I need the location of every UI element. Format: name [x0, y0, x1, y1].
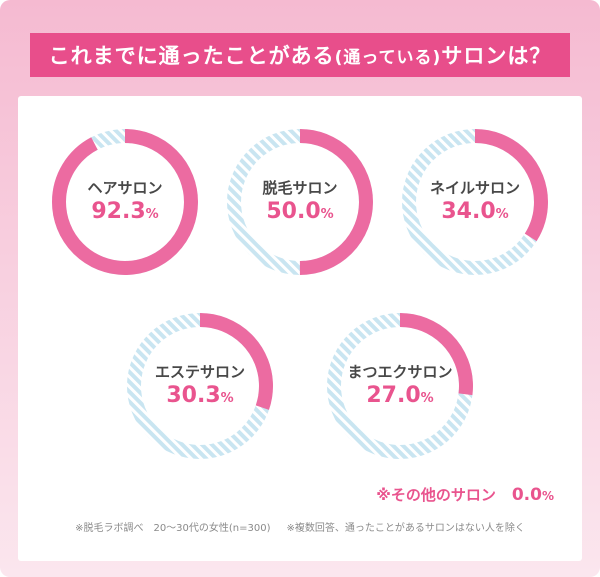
donut-value-number: 34.0	[441, 198, 496, 224]
donut-chart-hair-salon: ヘアサロン 92.3%	[45, 122, 205, 282]
donut-center: エステサロン 30.3%	[120, 306, 280, 466]
donut-center: まつエクサロン 27.0%	[320, 306, 480, 466]
other-salon-value-number: 0.0	[511, 485, 542, 505]
donut-chart-matsueku-salon: まつエクサロン 27.0%	[320, 306, 480, 466]
donut-center: ヘアサロン 92.3%	[45, 122, 205, 282]
donut-value: 27.0%	[366, 382, 433, 410]
donut-label: エステサロン	[154, 362, 245, 381]
donut-value: 50.0%	[266, 198, 333, 226]
title-text-main: これまでに通ったことがある	[48, 44, 335, 68]
donut-label: ネイルサロン	[429, 178, 520, 197]
donut-row-top: ヘアサロン 92.3% 脱毛サロン 50.0% ネイルサロン 34.0%	[30, 122, 570, 282]
donut-row-bottom: エステサロン 30.3% まつエクサロン 27.0%	[30, 306, 570, 466]
donut-value: 92.3%	[91, 198, 158, 226]
footnote: ※脱毛ラボ調べ 20～30代の女性(n=300) ※複数回答、通ったことがあるサロ…	[30, 519, 570, 534]
title-text-tail: サロンは？	[441, 44, 552, 68]
other-salon-note: ※その他のサロン 0.0%	[30, 484, 570, 505]
results-card: ヘアサロン 92.3% 脱毛サロン 50.0% ネイルサロン 34.0%	[18, 96, 582, 561]
other-salon-value: 0.0%	[512, 485, 554, 505]
donut-chart-datsumo-salon: 脱毛サロン 50.0%	[220, 122, 380, 282]
donut-value-number: 30.3	[166, 382, 221, 408]
donut-value-unit: %	[220, 390, 234, 406]
title-banner: これまでに通ったことがある (通っている) サロンは？	[30, 33, 570, 77]
other-salon-value-unit: %	[541, 489, 554, 503]
donut-value-number: 27.0	[366, 382, 421, 408]
footnote-source: ※脱毛ラボ調べ 20～30代の女性(n=300)	[75, 523, 271, 534]
donut-ring-svg	[227, 129, 373, 275]
donut-value-unit: %	[145, 206, 159, 222]
donut-value-unit: %	[320, 206, 334, 222]
donut-value-number: 92.3	[91, 198, 146, 224]
donut-chart-nail-salon: ネイルサロン 34.0%	[395, 122, 555, 282]
donut-ring-svg	[402, 129, 548, 275]
donut-label: まつエクサロン	[347, 362, 453, 381]
donut-ring-svg	[127, 313, 273, 459]
donut-center: 脱毛サロン 50.0%	[220, 122, 380, 282]
title-text-paren: (通っている)	[334, 47, 442, 68]
donut-ring-svg	[52, 129, 198, 275]
donut-value-unit: %	[420, 390, 434, 406]
donut-label: ヘアサロン	[87, 178, 163, 197]
donut-value-number: 50.0	[266, 198, 321, 224]
footnote-condition: ※複数回答、通ったことがあるサロンはない人を除く	[286, 523, 525, 534]
other-salon-label: ※その他のサロン	[376, 486, 496, 504]
donut-center: ネイルサロン 34.0%	[395, 122, 555, 282]
donut-value: 30.3%	[166, 382, 233, 410]
donut-chart-este-salon: エステサロン 30.3%	[120, 306, 280, 466]
donut-ring-svg	[327, 313, 473, 459]
donut-label: 脱毛サロン	[262, 178, 338, 197]
donut-value-unit: %	[495, 206, 509, 222]
donut-value: 34.0%	[441, 198, 508, 226]
